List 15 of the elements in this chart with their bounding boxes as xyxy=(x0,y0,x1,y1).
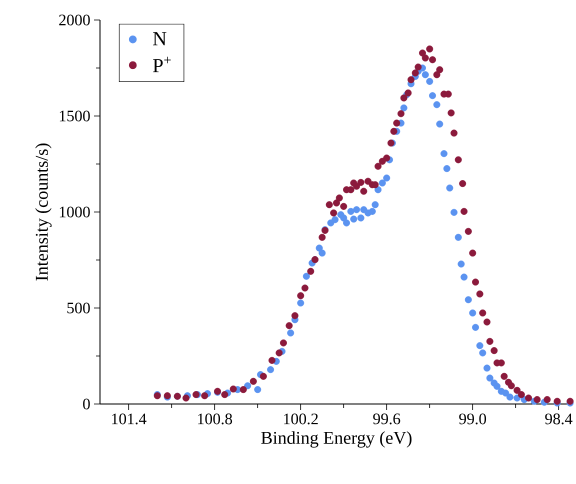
x-tick-label: 99.6 xyxy=(373,414,400,424)
y-tick-label: 2000 xyxy=(59,14,90,26)
legend-label: P$^{+}$ xyxy=(152,56,171,72)
y-tick-label: 1500 xyxy=(60,110,90,122)
y-tick-label: 0 xyxy=(83,398,90,410)
x-tick-label: 99.0 xyxy=(459,414,486,424)
y-tick-label: 1000 xyxy=(60,206,90,218)
y-tick-label: 500 xyxy=(67,302,90,314)
x-axis-title: Binding Energy (eV) xyxy=(261,431,412,448)
legend-label: N xyxy=(152,32,166,46)
x-tick-label: 100.8 xyxy=(198,414,232,424)
y-axis-title: Intensity (counts/s) xyxy=(35,144,52,281)
x-tick-label: 100.2 xyxy=(284,414,318,424)
x-tick-label: 98.4 xyxy=(545,414,572,424)
x-tick-label: 101.4 xyxy=(112,414,146,424)
